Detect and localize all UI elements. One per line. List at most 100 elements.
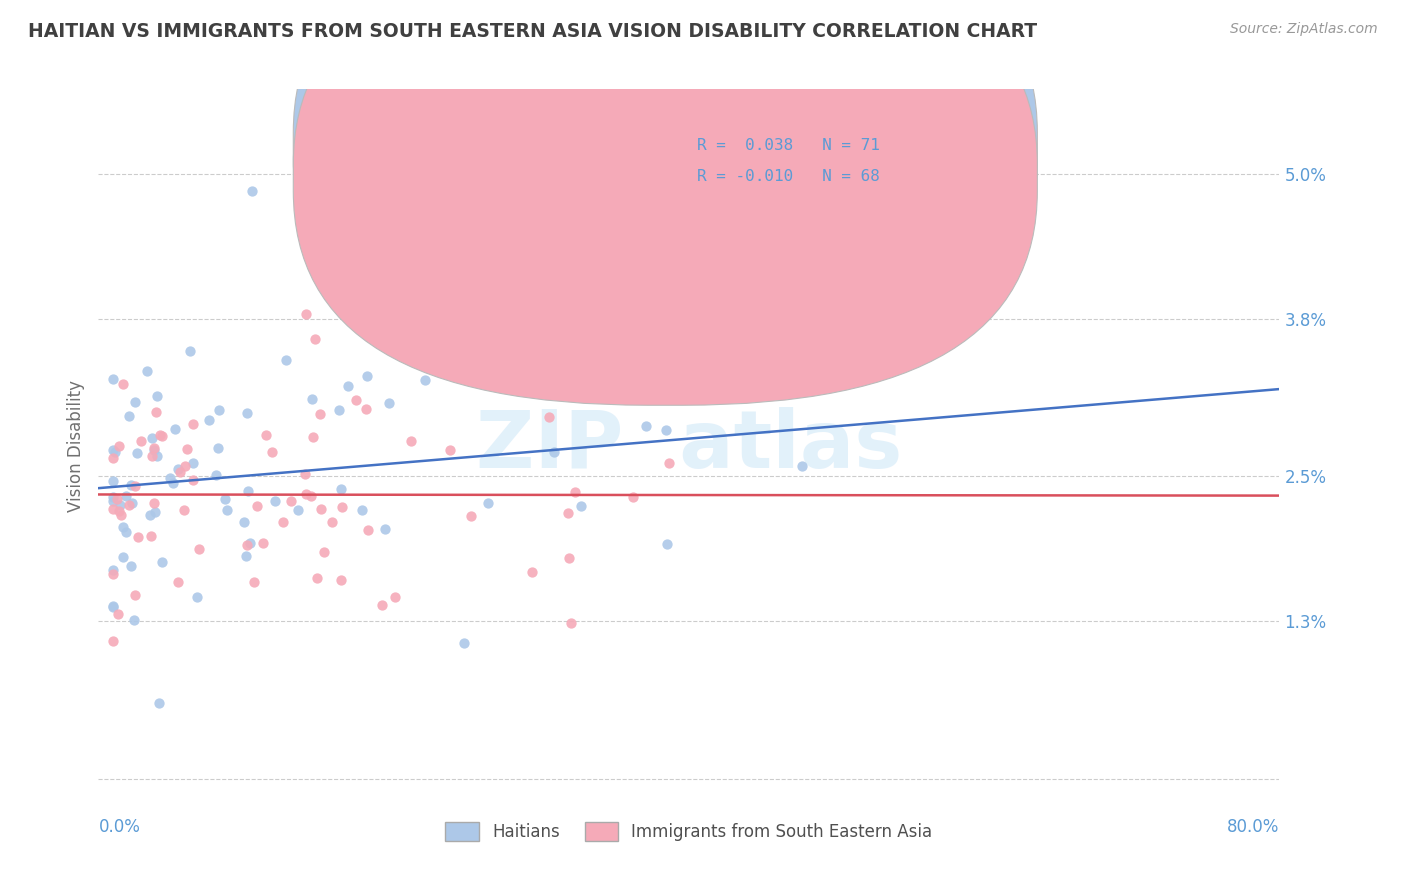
Point: [120, 478, 142, 492]
Point: [252, 535, 274, 549]
Point: [214, 491, 236, 506]
Point: [233, 515, 256, 529]
Y-axis label: Vision Disability: Vision Disability: [66, 380, 84, 512]
Point: [103, 599, 125, 613]
Point: [330, 500, 353, 514]
FancyBboxPatch shape: [294, 0, 1038, 405]
Point: [254, 428, 277, 442]
Point: [118, 498, 141, 512]
Point: [105, 491, 128, 506]
Point: [208, 402, 231, 417]
Point: [215, 503, 238, 517]
Point: [560, 615, 582, 630]
Point: [143, 505, 166, 519]
Point: [107, 607, 129, 621]
Point: [179, 344, 201, 359]
Point: [149, 428, 172, 442]
Point: [103, 450, 125, 465]
Point: [162, 476, 184, 491]
Point: [139, 508, 162, 522]
Text: HAITIAN VS IMMIGRANTS FROM SOUTH EASTERN ASIA VISION DISABILITY CORRELATION CHAR: HAITIAN VS IMMIGRANTS FROM SOUTH EASTERN…: [28, 22, 1038, 41]
Point: [103, 372, 125, 386]
Point: [146, 450, 169, 464]
Point: [328, 402, 350, 417]
Point: [141, 449, 163, 463]
Point: [621, 491, 644, 505]
Point: [143, 442, 166, 457]
Point: [239, 536, 262, 550]
Point: [344, 392, 367, 407]
Point: [311, 502, 333, 516]
Point: [159, 470, 181, 484]
Point: [543, 445, 565, 459]
Point: [356, 369, 378, 384]
Point: [207, 441, 229, 455]
Point: [103, 490, 125, 504]
Point: [103, 501, 125, 516]
Point: [115, 489, 138, 503]
Point: [111, 549, 134, 564]
Point: [127, 446, 149, 460]
Point: [236, 484, 259, 499]
Point: [321, 515, 343, 529]
Point: [634, 419, 657, 434]
Point: [112, 520, 135, 534]
Text: ZIP  atlas: ZIP atlas: [475, 407, 903, 485]
Point: [569, 499, 592, 513]
Point: [654, 423, 676, 437]
Point: [557, 507, 579, 521]
Point: [287, 503, 309, 517]
Point: [792, 458, 814, 473]
FancyBboxPatch shape: [624, 118, 984, 200]
Point: [280, 493, 302, 508]
Point: [243, 574, 266, 589]
Text: R =  0.038   N = 71: R = 0.038 N = 71: [697, 137, 880, 153]
Point: [204, 468, 226, 483]
Point: [146, 389, 169, 403]
Point: [371, 599, 394, 613]
Text: Source: ZipAtlas.com: Source: ZipAtlas.com: [1230, 22, 1378, 37]
Point: [103, 443, 125, 458]
Point: [354, 401, 377, 416]
Point: [115, 524, 138, 539]
Point: [198, 413, 221, 427]
Point: [399, 434, 422, 449]
Point: [453, 636, 475, 650]
Point: [181, 473, 204, 487]
Point: [439, 443, 461, 458]
Point: [181, 417, 204, 432]
Point: [357, 524, 380, 538]
Point: [658, 456, 681, 470]
Text: 80.0%: 80.0%: [1227, 819, 1279, 837]
Point: [240, 184, 263, 198]
Point: [305, 570, 328, 584]
Point: [235, 405, 257, 419]
Point: [139, 529, 162, 543]
Point: [576, 387, 599, 401]
Point: [108, 498, 131, 512]
Point: [309, 407, 332, 421]
Point: [143, 495, 166, 509]
Text: 0.0%: 0.0%: [98, 819, 141, 837]
Point: [384, 590, 406, 604]
Point: [460, 508, 482, 523]
Point: [337, 379, 360, 393]
Point: [330, 573, 353, 587]
Point: [145, 404, 167, 418]
Point: [657, 537, 679, 551]
Point: [312, 544, 335, 558]
Point: [538, 410, 561, 425]
Point: [374, 523, 396, 537]
Point: [564, 484, 586, 499]
Point: [103, 474, 125, 488]
Point: [103, 493, 125, 508]
Point: [124, 395, 146, 409]
Point: [294, 467, 316, 481]
Point: [150, 429, 173, 443]
Point: [557, 550, 579, 565]
Point: [477, 496, 499, 510]
Point: [103, 566, 125, 581]
Point: [167, 462, 190, 476]
Point: [173, 459, 195, 474]
Point: [304, 332, 326, 346]
